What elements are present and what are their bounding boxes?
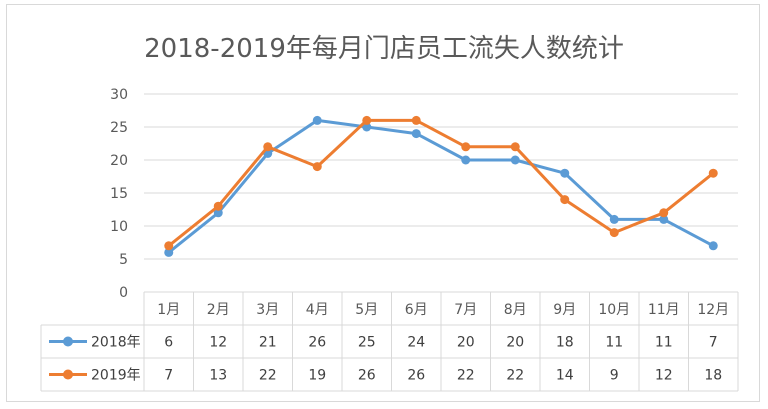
- data-table-value: 7: [709, 335, 718, 351]
- chart-container: 2018-2019年每月门店员工流失人数统计 0 5 10 15 20 25 30 1月 2月…: [6, 4, 760, 402]
- x-tick-label: 4月: [306, 302, 329, 318]
- data-table-value: 22: [506, 368, 524, 384]
- y-tick-label: 20: [110, 153, 128, 169]
- data-point: [412, 116, 421, 125]
- legend-label: 2018年: [91, 335, 141, 351]
- data-point: [610, 228, 619, 237]
- data-table-value: 13: [209, 368, 227, 384]
- x-tick-label: 11月: [648, 302, 680, 318]
- data-table-value: 7: [164, 368, 173, 384]
- x-tick-label: 5月: [355, 302, 378, 318]
- data-table-value: 11: [655, 335, 673, 351]
- data-point: [461, 142, 470, 151]
- chart-title: 2018-2019年每月门店员工流失人数统计: [144, 34, 624, 64]
- data-table-value: 26: [407, 368, 425, 384]
- data-table-value: 9: [610, 368, 619, 384]
- x-tick-label: 2月: [207, 302, 230, 318]
- data-point: [659, 208, 668, 217]
- legend-key-marker: [63, 370, 73, 380]
- data-point: [461, 156, 470, 165]
- data-point: [511, 156, 520, 165]
- x-tick-label: 1月: [157, 302, 180, 318]
- x-tick-label: 7月: [454, 302, 477, 318]
- legend-label: 2019年: [91, 368, 141, 384]
- data-table-value: 20: [457, 335, 475, 351]
- data-table-value: 24: [407, 335, 425, 351]
- data-table-value: 18: [556, 335, 574, 351]
- data-point: [362, 116, 371, 125]
- x-tick-label: 10月: [598, 302, 630, 318]
- data-point: [560, 195, 569, 204]
- y-tick-label: 25: [110, 120, 128, 136]
- data-table-value: 12: [655, 368, 673, 384]
- data-table-value: 26: [358, 368, 376, 384]
- data-table-value: 11: [605, 335, 623, 351]
- data-table-value: 21: [259, 335, 277, 351]
- y-tick-label: 5: [119, 252, 128, 268]
- data-point: [709, 169, 718, 178]
- line-chart: 2018-2019年每月门店员工流失人数统计 0 5 10 15 20 25 30 1月 2月…: [7, 5, 761, 403]
- data-point: [313, 162, 322, 171]
- x-tick-label: 6月: [405, 302, 428, 318]
- data-table-value: 26: [308, 335, 326, 351]
- data-table-value: 22: [259, 368, 277, 384]
- data-point: [313, 116, 322, 125]
- data-point: [511, 142, 520, 151]
- series-line: [169, 120, 714, 245]
- x-tick-label: 8月: [504, 302, 527, 318]
- data-table-value: 25: [358, 335, 376, 351]
- data-table-value: 19: [308, 368, 326, 384]
- y-tick-label: 0: [119, 285, 128, 301]
- series-line: [169, 120, 714, 252]
- data-table-value: 18: [704, 368, 722, 384]
- x-tick-label: 3月: [256, 302, 279, 318]
- y-tick-label: 15: [110, 186, 128, 202]
- y-tick-label: 30: [110, 87, 128, 103]
- x-tick-label: 12月: [697, 302, 729, 318]
- data-point: [164, 241, 173, 250]
- data-table-value: 20: [506, 335, 524, 351]
- data-table-value: 6: [164, 335, 173, 351]
- x-tick-label: 9月: [553, 302, 576, 318]
- data-point: [709, 241, 718, 250]
- data-point: [214, 202, 223, 211]
- y-tick-label: 10: [110, 219, 128, 235]
- data-point: [560, 169, 569, 178]
- data-point: [412, 129, 421, 138]
- data-table-value: 22: [457, 368, 475, 384]
- data-point: [263, 142, 272, 151]
- data-point: [610, 215, 619, 224]
- data-table-value: 14: [556, 368, 574, 384]
- legend-key-marker: [63, 337, 73, 347]
- data-table-value: 12: [209, 335, 227, 351]
